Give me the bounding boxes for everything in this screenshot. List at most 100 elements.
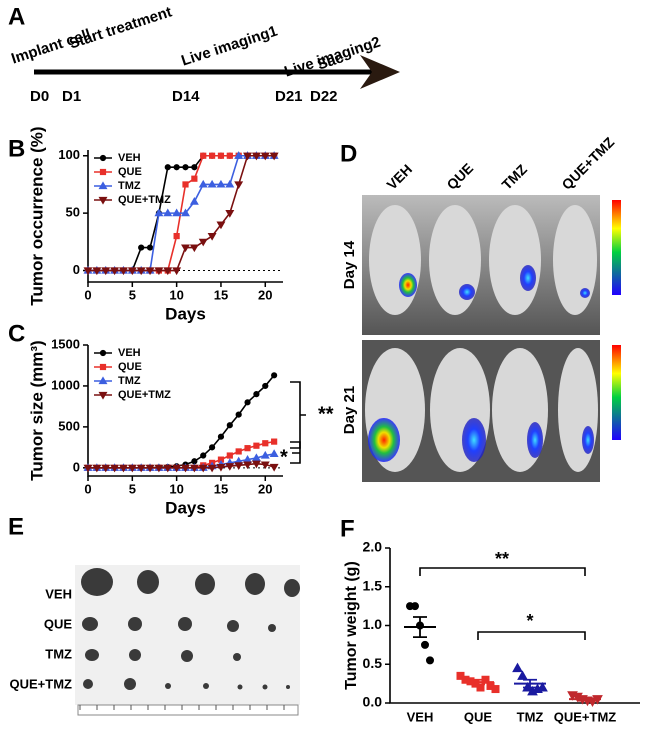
y-tick-label: 1000 — [51, 377, 80, 392]
marker — [251, 460, 261, 469]
y-axis-label: Tumor size (mm³) — [27, 340, 46, 480]
legend-label: QUE+TMZ — [118, 389, 171, 401]
marker — [198, 179, 208, 188]
x-tick-label: 5 — [129, 287, 136, 302]
marker — [207, 179, 217, 188]
marker — [164, 164, 171, 171]
series-line — [88, 154, 275, 272]
marker — [92, 267, 102, 276]
marker — [269, 463, 279, 472]
marker — [225, 463, 235, 471]
legend-label: QUE — [118, 361, 142, 373]
legend-label: VEH — [118, 347, 141, 359]
y-tick-label: 0.0 — [363, 694, 383, 710]
marker — [269, 449, 279, 457]
marker — [163, 267, 173, 276]
marker — [189, 244, 199, 253]
timeline-event: Live imaging1 — [179, 22, 279, 69]
marker — [225, 210, 235, 218]
marker — [262, 382, 269, 390]
marker — [110, 464, 120, 473]
marker — [198, 464, 208, 473]
marker — [98, 391, 108, 400]
y-tick-label: 1.0 — [363, 616, 383, 632]
marker — [226, 422, 233, 429]
x-tick-label: 15 — [214, 287, 228, 302]
marker — [208, 444, 216, 451]
marker — [191, 175, 198, 182]
marker — [234, 181, 244, 190]
annotation: ** — [495, 549, 509, 569]
marker — [226, 152, 233, 159]
marker — [260, 461, 270, 470]
marker — [226, 452, 233, 459]
panel-label: D — [340, 140, 357, 167]
marker — [234, 151, 244, 159]
y-tick-label: 500 — [58, 418, 80, 433]
error-bar — [523, 678, 537, 689]
marker — [99, 363, 107, 371]
error-bar — [471, 678, 485, 686]
row-label: QUE+TMZ — [10, 676, 73, 691]
marker — [260, 152, 270, 161]
marker — [208, 152, 216, 159]
marker — [98, 376, 108, 385]
marker — [216, 179, 226, 188]
x-tick-label: QUE — [464, 709, 493, 724]
marker — [243, 152, 253, 161]
marker — [163, 464, 173, 473]
tumor-photos — [81, 568, 300, 690]
marker — [253, 391, 260, 398]
marker — [172, 208, 182, 217]
marker — [207, 232, 217, 241]
marker — [101, 464, 111, 473]
panel-label: C — [8, 320, 25, 347]
timeline-day: D21 — [275, 88, 303, 105]
marker — [154, 208, 164, 217]
marker — [244, 399, 251, 406]
bracket — [290, 381, 306, 449]
timeline-day: D22 — [310, 88, 338, 105]
annotation: * — [280, 446, 288, 468]
marker — [517, 670, 528, 680]
panel-label: E — [8, 513, 24, 540]
legend-label: TMZ — [118, 180, 141, 192]
marker — [173, 164, 180, 171]
axes — [389, 548, 640, 704]
y-tick-label: 50 — [66, 205, 80, 220]
annotation: ** — [318, 403, 334, 425]
marker — [118, 267, 128, 276]
marker — [138, 244, 145, 251]
series-line — [88, 374, 275, 469]
legend-label: QUE+TMZ — [118, 194, 171, 206]
y-axis-label: Tumor weight (g) — [343, 561, 360, 690]
marker — [512, 662, 523, 673]
marker — [154, 464, 164, 473]
error-bar — [413, 616, 427, 639]
series-line — [88, 462, 275, 469]
marker — [146, 244, 154, 251]
x-axis-label: Days — [165, 498, 206, 517]
marker — [136, 464, 146, 473]
marker — [189, 464, 199, 473]
ruler — [77, 704, 299, 716]
legend-label: QUE — [118, 166, 142, 178]
marker — [491, 685, 500, 694]
row-label: VEH — [45, 586, 72, 601]
marker — [426, 656, 434, 665]
marker — [411, 602, 419, 611]
y-tick-label: 0 — [73, 459, 80, 474]
marker — [200, 452, 207, 459]
marker — [271, 372, 278, 379]
x-tick-label: VEH — [407, 709, 434, 724]
y-tick-label: 2.0 — [363, 539, 383, 555]
x-tick-label: 20 — [258, 481, 272, 496]
timeline-day: D14 — [172, 88, 200, 105]
marker — [182, 181, 189, 188]
marker — [145, 464, 155, 473]
marker — [83, 267, 93, 276]
marker — [207, 464, 217, 473]
error-bar — [578, 696, 592, 702]
